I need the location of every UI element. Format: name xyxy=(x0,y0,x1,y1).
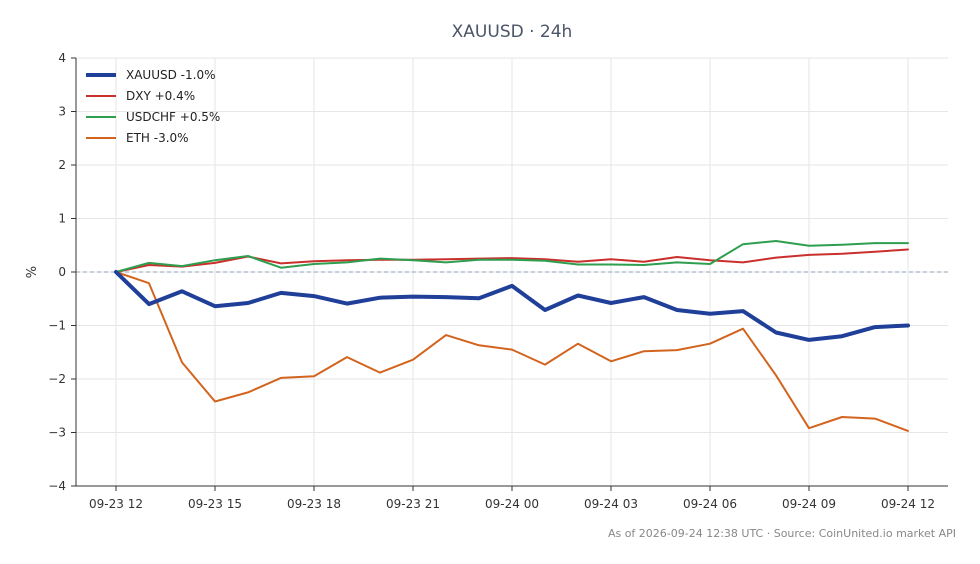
y-tick-label: −4 xyxy=(48,479,66,493)
y-tick-label: −1 xyxy=(48,319,66,333)
y-tick-label: 4 xyxy=(58,51,66,65)
x-tick-label: 09-23 15 xyxy=(188,497,242,511)
series-line-0 xyxy=(114,270,910,342)
x-tick-label: 09-23 12 xyxy=(89,497,143,511)
series-line-3 xyxy=(115,271,909,432)
series-lines xyxy=(114,240,910,432)
chart-title: XAUUSD · 24h xyxy=(452,22,573,42)
legend-label: XAUUSD -1.0% xyxy=(126,68,215,82)
y-tick-label: 3 xyxy=(58,105,66,119)
y-tick-label: 0 xyxy=(58,265,66,279)
x-tick-label: 09-24 09 xyxy=(782,497,836,511)
y-tick-label: −3 xyxy=(48,426,66,440)
source-footer: As of 2026-09-24 12:38 UTC · Source: Coi… xyxy=(607,527,956,540)
legend-label: DXY +0.4% xyxy=(126,89,195,103)
x-tick-label: 09-24 06 xyxy=(683,497,737,511)
legend-label: ETH -3.0% xyxy=(126,131,189,145)
x-tick-label: 09-24 00 xyxy=(485,497,539,511)
x-tick-label: 09-23 21 xyxy=(386,497,440,511)
y-tick-label: 2 xyxy=(58,158,66,172)
series-line-2 xyxy=(115,240,909,273)
y-tick-label: 1 xyxy=(58,212,66,226)
x-tick-label: 09-24 12 xyxy=(881,497,935,511)
legend-label: USDCHF +0.5% xyxy=(126,110,220,124)
x-tick-label: 09-24 03 xyxy=(584,497,638,511)
x-tick-label: 09-23 18 xyxy=(287,497,341,511)
legend: XAUUSD -1.0% DXY +0.4% USDCHF +0.5% ETH -3.… xyxy=(86,68,220,145)
y-axis-label: % xyxy=(25,266,40,278)
axes: −4 −3 −2 −1 0 1 2 3 4 09-23 12 09-23 15 09-23 18 09-… xyxy=(48,51,948,511)
y-tick-label: −2 xyxy=(48,372,66,386)
